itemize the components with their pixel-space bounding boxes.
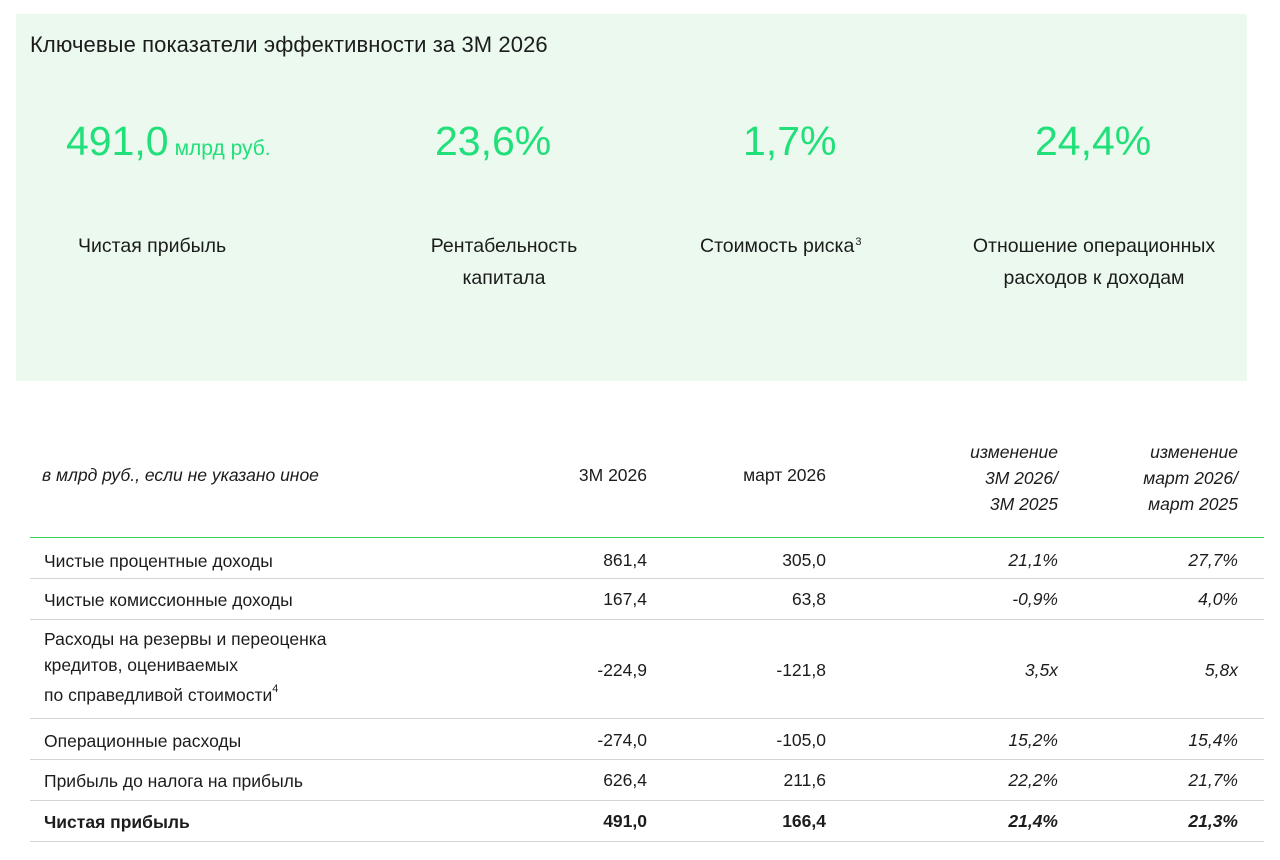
kpi-net-profit-value-wrap: 491,0 млрд руб. (66, 118, 271, 165)
row-label-line3-wrap: по справедливой стоимости4 (44, 682, 327, 708)
kpi-roe: 23,6% Рентабельность капитала (346, 14, 636, 381)
cell-change-march: 27,7% (1188, 550, 1238, 570)
cell-change-3m: 21,4% (1008, 811, 1058, 831)
financial-table: в млрд руб., если не указано иное 3М 202… (30, 430, 1264, 842)
column-header-change-march-line3: март 2025 (1148, 494, 1238, 514)
kpi-roe-label-line2: капитала (462, 267, 546, 289)
cell-3m-2026: 491,0 (603, 811, 647, 831)
row-label: Операционные расходы (44, 731, 242, 751)
cell-change-3m: 15,2% (1008, 730, 1058, 750)
kpi-cost-income-label: Отношение операционных расходов к дохода… (946, 230, 1242, 294)
column-header-change-3m-line2: 3М 2026/ (985, 468, 1058, 488)
kpi-cost-income: 24,4% Отношение операционных расходов к … (936, 14, 1247, 381)
cell-change-march: 4,0% (1198, 589, 1238, 609)
kpi-cost-of-risk-label: Стоимость риска (700, 235, 855, 257)
column-header-change-march-line1: изменение (1150, 442, 1238, 462)
kpi-cost-income-label-line2: расходов к доходам (1003, 267, 1185, 289)
table-row-total: Чистая прибыль 491,0 166,4 21,4% 21,3% (30, 801, 1264, 842)
cell-change-3m: 3,5x (1024, 660, 1058, 680)
column-header-march-2026: март 2026 (743, 465, 826, 485)
cell-change-march: 21,7% (1188, 770, 1238, 790)
kpi-roe-value: 23,6% (435, 118, 552, 164)
row-label: Чистые процентные доходы (44, 551, 273, 571)
kpi-net-profit: 491,0 млрд руб. Чистая прибыль (16, 14, 346, 381)
table-row: Прибыль до налога на прибыль 626,4 211,6… (30, 760, 1264, 801)
column-header-change-3m-line1: изменение (970, 442, 1058, 462)
cell-march-2026: 63,8 (791, 589, 826, 609)
cell-march-2026: 305,0 (782, 550, 826, 570)
column-header-change-march-line2: март 2026/ (1143, 468, 1238, 488)
kpi-cost-income-label-line1: Отношение операционных (972, 235, 1216, 257)
kpi-cost-of-risk-value: 1,7% (743, 118, 837, 164)
row-label: Расходы на резервы и переоценка кредитов… (44, 626, 327, 708)
kpi-cost-of-risk-footnote: 3 (855, 236, 862, 248)
kpi-cost-of-risk: 1,7% Стоимость риска3 (636, 14, 936, 381)
cell-march-2026: 211,6 (783, 770, 827, 790)
cell-3m-2026: 626,4 (603, 770, 647, 790)
kpi-net-profit-label: Чистая прибыль (78, 235, 227, 257)
row-label-line2: кредитов, оцениваемых (44, 655, 238, 675)
cell-3m-2026: -274,0 (597, 730, 647, 750)
table-row: Расходы на резервы и переоценка кредитов… (30, 620, 1264, 719)
column-header-3m-2026: 3М 2026 (578, 465, 647, 485)
kpi-net-profit-value: 491,0 (66, 118, 169, 164)
table-row: Операционные расходы -274,0 -105,0 15,2%… (30, 719, 1264, 760)
cell-3m-2026: 167,4 (603, 589, 647, 609)
kpi-roe-label-line1: Рентабельность (430, 235, 578, 257)
cell-march-2026: -105,0 (776, 730, 826, 750)
kpi-roe-label: Рентабельность капитала (404, 230, 604, 294)
column-header-change-march: изменение март 2026/ март 2025 (1143, 439, 1238, 517)
cell-3m-2026: -224,9 (597, 660, 647, 680)
row-label: Чистая прибыль (44, 812, 190, 832)
cell-march-2026: -121,8 (776, 660, 826, 680)
cell-change-3m: 21,1% (1008, 550, 1058, 570)
column-header-change-3m-line3: 3М 2025 (989, 494, 1058, 514)
table-units-note: в млрд руб., если не указано иное (42, 465, 319, 485)
column-header-change-3m: изменение 3М 2026/ 3М 2025 (970, 439, 1058, 517)
table-row: Чистые процентные доходы 861,4 305,0 21,… (30, 538, 1264, 579)
cell-change-march: 21,3% (1188, 811, 1238, 831)
table-row: Чистые комиссионные доходы 167,4 63,8 -0… (30, 579, 1264, 620)
kpi-cost-income-value: 24,4% (1035, 118, 1152, 164)
table-header: в млрд руб., если не указано иное 3М 202… (30, 430, 1264, 538)
row-label-line3: по справедливой стоимости (44, 685, 273, 705)
cell-change-march: 15,4% (1188, 730, 1238, 750)
row-label: Прибыль до налога на прибыль (44, 771, 303, 791)
cell-march-2026: 166,4 (782, 811, 826, 831)
row-label-line1: Расходы на резервы и переоценка (44, 629, 327, 649)
cell-change-3m: -0,9% (1012, 589, 1058, 609)
kpi-net-profit-unit: млрд руб. (174, 137, 271, 160)
row-label: Чистые комиссионные доходы (44, 590, 293, 610)
row-footnote: 4 (272, 683, 279, 695)
cell-change-3m: 22,2% (1008, 770, 1058, 790)
cell-change-march: 5,8x (1204, 660, 1238, 680)
kpi-panel-title: Ключевые показатели эффективности за 3М … (30, 32, 548, 57)
kpi-cost-of-risk-label-wrap: Стоимость риска3 (700, 230, 861, 262)
kpi-panel: Ключевые показатели эффективности за 3М … (16, 14, 1247, 381)
cell-3m-2026: 861,4 (603, 550, 647, 570)
